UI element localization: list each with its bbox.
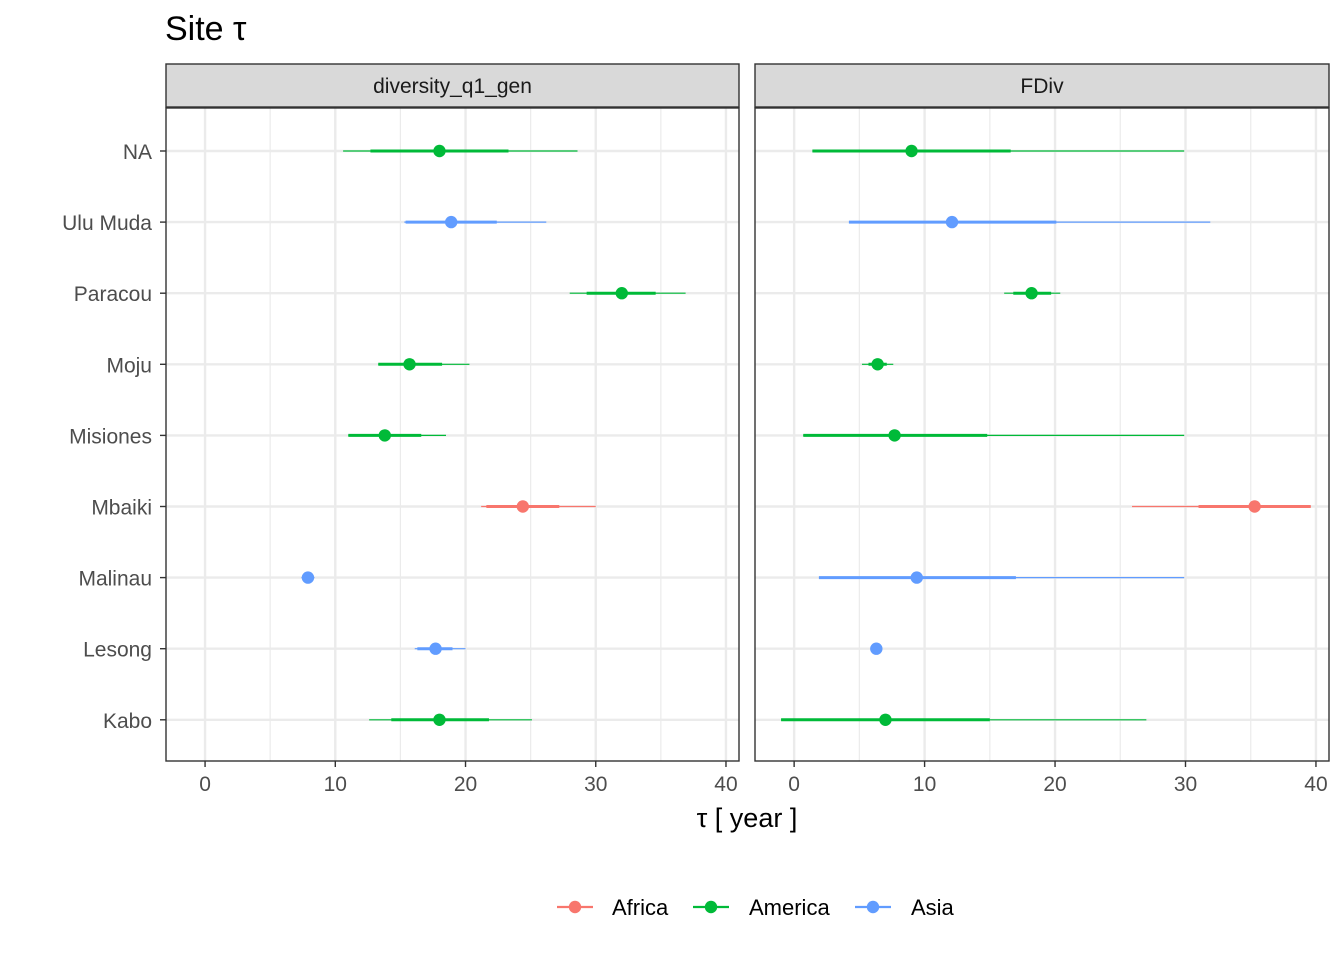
pointrange-misiones: [348, 429, 446, 442]
x-tick-label: 20: [1043, 773, 1066, 796]
y-tick-label: Mbaiki: [91, 497, 152, 520]
legend-key-point: [866, 900, 880, 914]
median-point: [429, 642, 442, 655]
y-tick-label: Ulu Muda: [62, 212, 152, 235]
chart-title: Site τ: [165, 10, 247, 48]
median-point: [403, 358, 416, 371]
y-axis: NA Ulu Muda Paracou Moju Misiones Mbaiki Malin…: [62, 141, 166, 733]
median-point: [871, 358, 884, 371]
pointrange-malinau: [301, 571, 315, 584]
median-point: [888, 429, 901, 442]
y-tick-label: Kabo: [103, 710, 152, 733]
pointrange-paracou: [1004, 287, 1061, 300]
panel-border: [165, 107, 740, 762]
median-point: [879, 713, 892, 726]
legend-item-asia: Asia: [855, 895, 955, 920]
median-point: [615, 287, 628, 300]
median-point: [444, 215, 458, 229]
strip-label: diversity_q1_gen: [373, 75, 532, 98]
pointrange-lesong: [870, 642, 883, 655]
pointrange-misiones: [803, 429, 1185, 442]
pointrange-na: [812, 144, 1185, 158]
x-tick-label: 10: [324, 773, 347, 796]
legend-key-point: [704, 900, 718, 914]
strip-label: FDiv: [1020, 75, 1064, 98]
pointrange-ulu-muda: [404, 215, 547, 229]
y-tick-label: NA: [123, 141, 152, 164]
median-point: [870, 642, 883, 655]
pointrange-mbaiki: [481, 500, 596, 513]
median-point: [301, 571, 315, 584]
median-point: [905, 144, 918, 158]
panel-diversity_q1_gen: diversity_q1_gen 0 10 20 30 40: [165, 63, 740, 796]
x-tick-label: 30: [1174, 773, 1197, 796]
median-point: [433, 144, 446, 158]
legend-key-point: [568, 900, 582, 914]
y-tick-label: Misiones: [69, 425, 152, 448]
x-tick-label: 30: [584, 773, 607, 796]
pointrange-malinau: [818, 571, 1185, 584]
median-point: [1248, 500, 1261, 513]
median-point: [516, 500, 530, 513]
x-tick-label: 10: [913, 773, 936, 796]
y-tick-label: Paracou: [74, 283, 152, 306]
pointrange-moju: [861, 358, 894, 371]
median-point: [945, 215, 959, 229]
strip-background: [754, 63, 1330, 108]
y-tick-label: Malinau: [78, 568, 152, 591]
legend-label: Asia: [911, 895, 955, 920]
panel-border: [754, 107, 1330, 762]
legend-label: Africa: [612, 895, 669, 920]
pointrange-mbaiki: [1132, 500, 1311, 513]
pointrange-paracou: [569, 287, 686, 300]
y-tick-label: Lesong: [83, 639, 152, 662]
pointrange-ulu-muda: [848, 215, 1211, 229]
y-tick-label: Moju: [106, 354, 152, 377]
panel-FDiv: FDiv 0 10 20 30 40: [754, 63, 1330, 796]
legend: Africa America Asia: [557, 895, 955, 920]
median-point: [1025, 287, 1038, 300]
median-point: [378, 429, 391, 442]
x-tick-label: 40: [1304, 773, 1327, 796]
x-tick-label: 40: [714, 773, 737, 796]
median-point: [433, 713, 446, 726]
x-tick-label: 20: [454, 773, 477, 796]
x-tick-label: 0: [788, 773, 800, 796]
panels-layer: diversity_q1_gen 0 10 20 30 40 FDiv 0 10 20 30 40: [165, 63, 1330, 796]
median-point: [910, 571, 923, 584]
x-tick-label: 0: [199, 773, 211, 796]
legend-label: America: [749, 895, 830, 920]
pointrange-moju: [378, 358, 470, 371]
legend-item-america: America: [693, 895, 830, 920]
legend-item-africa: Africa: [557, 895, 669, 920]
pointrange-lesong: [414, 642, 466, 655]
pointrange-kabo: [781, 713, 1147, 726]
x-axis-label: τ [ year ]: [697, 803, 798, 833]
pointrange-kabo: [369, 713, 532, 726]
strip-background: [165, 63, 740, 108]
pointrange-na: [343, 144, 578, 158]
